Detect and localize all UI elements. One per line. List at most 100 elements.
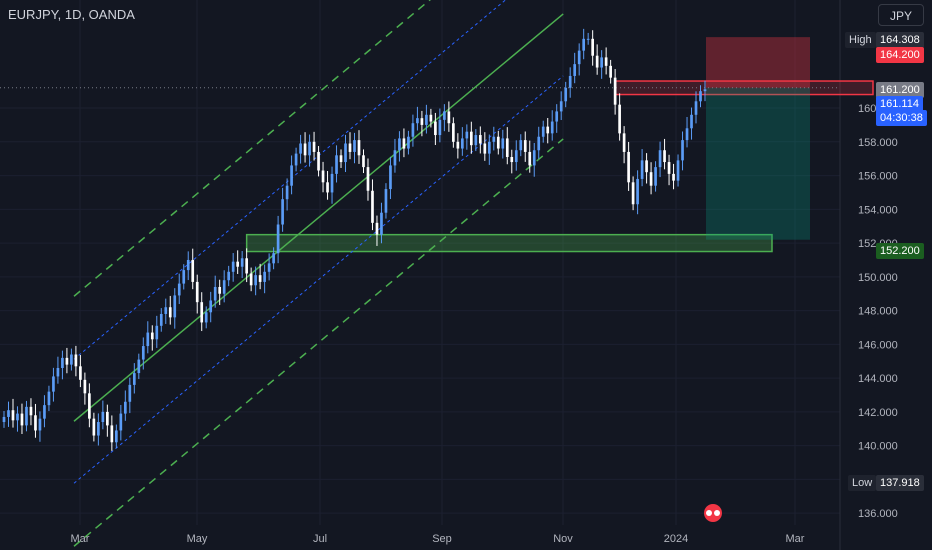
candle-body xyxy=(681,140,684,161)
candle-body xyxy=(496,136,500,149)
candle-body xyxy=(137,359,141,374)
candle-body xyxy=(119,413,123,431)
y-tick-label: 146.000 xyxy=(858,339,898,351)
candle-body xyxy=(573,64,577,76)
candle-body xyxy=(88,393,91,419)
y-tick-label: 154.000 xyxy=(858,204,898,216)
candle-body xyxy=(564,87,568,102)
candle-body xyxy=(204,312,208,323)
candle-body xyxy=(70,354,73,365)
candle-body xyxy=(303,143,307,156)
candle-body xyxy=(281,199,284,225)
currency-button[interactable]: JPY xyxy=(878,4,924,26)
candle-body xyxy=(65,357,69,365)
candle-body xyxy=(640,160,644,179)
tradingview-logo-icon[interactable] xyxy=(700,503,726,523)
candle-body xyxy=(501,138,505,149)
x-tick-label: May xyxy=(187,533,208,545)
y-tick-label: 158.000 xyxy=(858,137,898,149)
candle-body xyxy=(272,253,275,264)
candle-body xyxy=(546,126,550,134)
candle-body xyxy=(200,302,204,323)
candle-body xyxy=(173,295,177,318)
candle-body xyxy=(425,114,428,125)
candle-body xyxy=(25,406,28,426)
candle-body xyxy=(11,410,15,421)
candle-body xyxy=(38,418,42,431)
candle-body xyxy=(416,118,419,124)
candle-body xyxy=(344,143,347,163)
candle-body xyxy=(411,123,415,137)
candle-body xyxy=(159,313,163,326)
low-value: 137.918 xyxy=(876,475,924,491)
candle-body xyxy=(339,155,343,163)
candle-body xyxy=(357,140,361,156)
candle-body xyxy=(649,172,653,186)
candle-body xyxy=(492,136,496,142)
price-axis: 136.000138.000140.000142.000144.000146.0… xyxy=(858,103,898,520)
candle-body xyxy=(483,143,487,154)
candle-body xyxy=(676,160,680,181)
candle-body xyxy=(389,165,392,190)
candle-body xyxy=(532,150,536,166)
candle-body xyxy=(685,128,689,141)
candle-body xyxy=(353,140,356,152)
candle-body xyxy=(249,273,253,286)
channel-upper-mid-line xyxy=(73,0,507,360)
candle-body xyxy=(398,138,401,151)
candle-body xyxy=(227,271,231,281)
candle-body xyxy=(523,140,527,152)
candle-body xyxy=(16,413,19,421)
candle-body xyxy=(222,280,226,294)
candle-body xyxy=(586,38,590,40)
candle-body xyxy=(487,141,491,154)
candle-body xyxy=(267,263,271,272)
candle-body xyxy=(115,430,118,443)
candle-body xyxy=(604,57,608,66)
candle-body xyxy=(150,332,154,340)
candle-body xyxy=(555,111,559,122)
candle-body xyxy=(636,178,639,205)
y-tick-label: 156.000 xyxy=(858,171,898,183)
candle-body xyxy=(393,150,397,166)
candle-body xyxy=(123,401,127,414)
candle-body xyxy=(2,416,6,423)
channel-center-line xyxy=(73,13,564,422)
candle-body xyxy=(631,182,635,205)
candle-body xyxy=(703,89,707,92)
y-tick-label: 150.000 xyxy=(858,272,898,284)
candle-body xyxy=(7,410,10,417)
support-zone xyxy=(245,233,773,253)
candle-body xyxy=(182,270,186,284)
candle-body xyxy=(667,162,671,174)
candle-body xyxy=(465,131,469,139)
candle-body xyxy=(568,75,572,88)
candle-body xyxy=(613,77,617,105)
candle-body xyxy=(654,167,657,186)
x-tick-label: Mar xyxy=(786,533,805,545)
candle-body xyxy=(312,141,316,152)
candle-body xyxy=(514,150,518,163)
candle-body xyxy=(348,143,352,152)
time-axis: Mar May Jul Sep Nov 2024 Mar xyxy=(71,533,805,545)
candle-body xyxy=(645,160,648,173)
candle-body xyxy=(371,190,374,223)
candle-body xyxy=(245,258,248,274)
candle-body xyxy=(61,357,64,369)
candle-body xyxy=(164,307,168,314)
candle-body xyxy=(330,173,334,193)
candle-body xyxy=(263,271,266,282)
candle-body xyxy=(276,224,280,254)
candle-body xyxy=(101,411,105,423)
candle-body xyxy=(456,141,460,149)
candle-body xyxy=(168,307,172,318)
candle-body xyxy=(595,55,599,68)
candle-body xyxy=(43,405,46,419)
candle-body xyxy=(447,111,451,124)
candle-body xyxy=(326,182,329,193)
x-tick-label: Sep xyxy=(432,533,452,545)
y-tick-label: 144.000 xyxy=(858,373,898,385)
candle-body xyxy=(407,136,410,149)
candle-body xyxy=(132,373,136,385)
